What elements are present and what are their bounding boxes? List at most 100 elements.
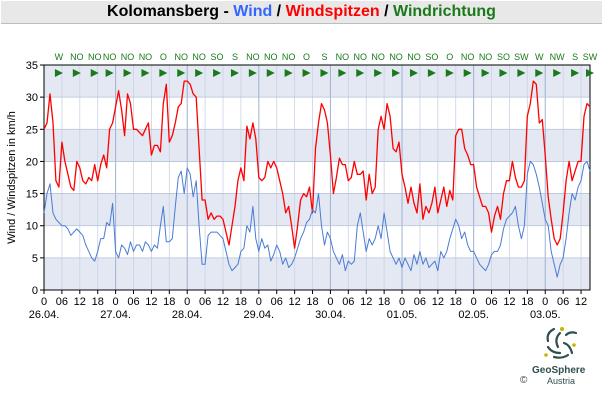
direction-arrow xyxy=(356,69,365,77)
x-day-label: 28.04. xyxy=(172,309,203,321)
x-tick-label: 06 xyxy=(414,296,426,308)
direction-label: NO xyxy=(139,52,153,62)
direction-arrow xyxy=(159,69,168,77)
direction-label: NO xyxy=(121,52,135,62)
x-tick-label: 12 xyxy=(503,296,515,308)
title-gusts: Windspitzen xyxy=(285,3,380,20)
direction-label: NO xyxy=(389,52,403,62)
x-day-label: 03.05. xyxy=(530,309,561,321)
x-tick-label: 06 xyxy=(56,296,68,308)
x-tick-label: 18 xyxy=(92,296,104,308)
direction-label: O xyxy=(160,52,167,62)
direction-arrow xyxy=(499,69,508,77)
direction-label: NW xyxy=(550,52,565,62)
direction-arrow xyxy=(445,69,454,77)
direction-arrow xyxy=(177,69,186,77)
x-tick-label: 12 xyxy=(74,296,86,308)
direction-arrow xyxy=(409,69,418,77)
direction-arrow xyxy=(427,69,436,77)
x-day-label: 01.05. xyxy=(387,309,418,321)
direction-arrow xyxy=(338,69,347,77)
plot-band xyxy=(44,161,590,194)
title-direction: Windrichtung xyxy=(393,3,496,20)
series-line-wind xyxy=(43,160,591,278)
x-tick-label: 06 xyxy=(485,296,497,308)
title-separator: / xyxy=(272,3,286,20)
direction-label: SO xyxy=(211,52,224,62)
y-tick-label: 35 xyxy=(26,60,38,72)
direction-label: SO xyxy=(497,52,510,62)
geosphere-logo: © GeoSphere Austria xyxy=(520,325,600,393)
direction-arrow xyxy=(230,69,239,77)
direction-label: NO xyxy=(354,52,368,62)
x-day-label: 29.04. xyxy=(244,309,275,321)
title-station: Kolomansberg xyxy=(107,3,220,20)
copyright-symbol: © xyxy=(520,375,528,386)
x-tick-label: 18 xyxy=(521,296,533,308)
plot-border xyxy=(43,64,591,291)
x-tick-label: 18 xyxy=(378,296,390,308)
direction-arrow xyxy=(374,69,383,77)
direction-label: O xyxy=(303,52,310,62)
direction-arrow xyxy=(195,69,204,77)
direction-arrow xyxy=(248,69,257,77)
direction-label: NO xyxy=(264,52,278,62)
direction-label: NO xyxy=(407,52,421,62)
x-tick-label: 18 xyxy=(306,296,318,308)
title-separator: / xyxy=(379,3,393,20)
y-tick-label: 10 xyxy=(26,221,38,233)
direction-arrow xyxy=(586,69,594,77)
direction-arrow xyxy=(302,69,311,77)
x-tick-label: 12 xyxy=(217,296,229,308)
logo-name: GeoSphere xyxy=(532,365,586,376)
geosphere-logo-icon xyxy=(544,327,578,359)
direction-arrow xyxy=(72,69,81,77)
x-tick-label: 06 xyxy=(127,296,139,308)
direction-arrow xyxy=(320,69,329,77)
direction-label: NO xyxy=(479,52,493,62)
direction-arrow xyxy=(571,69,580,77)
direction-label: NO xyxy=(371,52,385,62)
x-tick-label: 06 xyxy=(271,296,283,308)
x-tick-label: 0 xyxy=(399,296,405,308)
plot-band xyxy=(44,257,590,290)
title-wind: Wind xyxy=(233,3,273,20)
x-tick-label: 06 xyxy=(199,296,211,308)
y-tick-label: 20 xyxy=(26,156,38,168)
direction-arrow xyxy=(392,69,401,77)
x-day-label: 26.04. xyxy=(29,309,60,321)
direction-arrow xyxy=(105,69,114,77)
x-day-label: 02.05. xyxy=(458,309,489,321)
direction-label: NO xyxy=(174,52,188,62)
direction-arrow xyxy=(517,69,526,77)
x-tick-label: 0 xyxy=(256,296,262,308)
x-tick-label: 12 xyxy=(288,296,300,308)
direction-label: NO xyxy=(246,52,260,62)
chart-title: Kolomansberg - Wind / Windspitzen / Wind… xyxy=(1,1,602,24)
plot-band xyxy=(44,65,590,98)
x-day-label: 30.04. xyxy=(315,309,346,321)
direction-label: SW xyxy=(583,52,598,62)
direction-arrow xyxy=(553,69,562,77)
y-tick-label: 0 xyxy=(32,285,38,297)
x-tick-label: 0 xyxy=(41,296,47,308)
y-tick-label: 15 xyxy=(26,189,38,201)
x-tick-label: 12 xyxy=(432,296,444,308)
direction-arrow xyxy=(481,69,490,77)
x-tick-label: 0 xyxy=(327,296,333,308)
direction-label: S xyxy=(572,52,578,62)
direction-arrow xyxy=(266,69,275,77)
plot-band xyxy=(44,225,590,258)
direction-arrow xyxy=(284,69,293,77)
direction-label: NO xyxy=(461,52,475,62)
direction-label: NO xyxy=(336,52,350,62)
y-axis-label: Wind / Windspitzen in km/h xyxy=(6,111,18,244)
x-tick-label: 12 xyxy=(360,296,372,308)
direction-arrow xyxy=(463,69,472,77)
direction-label: NO xyxy=(70,52,84,62)
x-tick-label: 18 xyxy=(450,296,462,308)
direction-arrow xyxy=(535,69,544,77)
direction-label: W xyxy=(535,52,544,62)
direction-arrow xyxy=(213,69,222,77)
